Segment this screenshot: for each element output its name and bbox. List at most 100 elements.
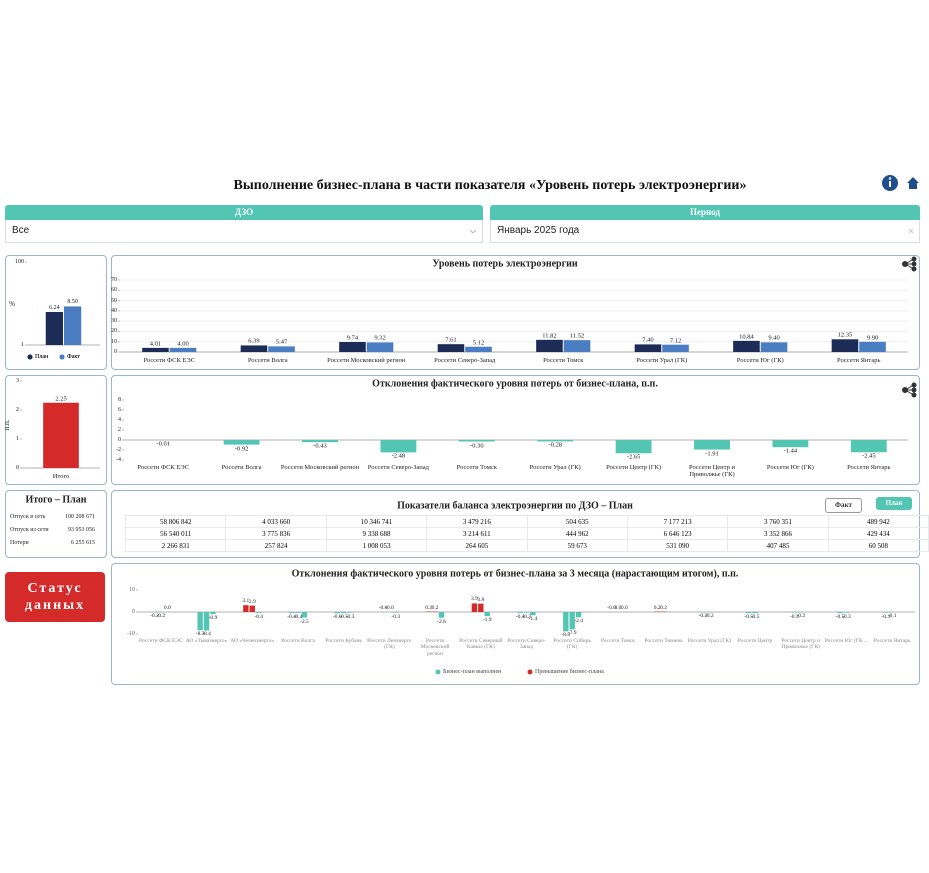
value-label: -2.5 [300, 618, 309, 625]
y-tick-label: -10 [127, 631, 135, 637]
value-label: -0.2 [156, 613, 166, 620]
bar [64, 306, 82, 345]
value-label: 5.47 [275, 338, 288, 346]
y-tick-label: 60 [111, 287, 117, 294]
value-label: -0.9 [208, 614, 218, 621]
value-label: -0.5 [744, 614, 753, 621]
chart-title: Уровень потерь электроэнергии [432, 258, 578, 270]
x-tick-label: Россети Урал (ГК) [687, 638, 731, 644]
y-axis-label: п.п. [3, 419, 11, 430]
value-label: 11.52 [569, 332, 585, 340]
bar [366, 342, 394, 352]
value-label: 6.24 [49, 304, 60, 311]
value-label: 4.01 [149, 340, 162, 348]
value-label: 0.0 [163, 605, 171, 611]
home-icon[interactable] [907, 177, 919, 189]
totals-value: 100 208 671 [65, 514, 95, 520]
value-label: -0.5 [750, 614, 760, 621]
bar [302, 440, 338, 443]
filter-dropdown[interactable]: Все [5, 220, 483, 243]
panel [111, 563, 920, 685]
x-tick-label: Итого [52, 473, 70, 480]
value-label: 7.40 [642, 336, 654, 344]
bar [831, 339, 859, 352]
table-cell: 407 485 [727, 539, 829, 552]
hierarchy-icon[interactable] [902, 256, 917, 272]
x-tick-label: АО «Тываэнерго» [185, 638, 228, 644]
value-label: -0.2 [796, 613, 806, 620]
x-tick-label: Россети Урал (ГК) [636, 357, 688, 364]
balance-title: Показатели баланса электроэнергии по ДЗО… [397, 500, 633, 512]
x-tick-label: Россети Московский регион [420, 638, 450, 657]
y-tick-label: 3 [16, 378, 19, 384]
value-label: -0.3 [345, 613, 355, 620]
y-tick-label: 10 [111, 338, 117, 345]
value-label: 4.00 [177, 340, 189, 348]
value-label: -0.5 [339, 614, 349, 621]
bar [255, 612, 262, 613]
bar [843, 612, 850, 613]
x-tick-label: Россети Центр и Приволжье (ГК) [689, 464, 735, 479]
value-label: -2.48 [391, 452, 406, 460]
bar [772, 440, 809, 448]
bar [484, 612, 490, 617]
value-label: -0.0 [378, 605, 388, 611]
value-label: 7.12 [669, 337, 682, 345]
bar [203, 612, 210, 631]
value-label: 9.32 [374, 334, 386, 342]
y-tick-label: 6 [118, 407, 121, 413]
value-label: -2.4 [574, 618, 583, 625]
y-tick-label: 2 [118, 427, 121, 433]
hierarchy-icon[interactable] [902, 382, 917, 398]
bar [537, 440, 574, 442]
y-tick-label: 0 [118, 437, 121, 443]
value-label: 8.50 [67, 299, 78, 306]
value-label: 9.90 [866, 334, 879, 342]
x-tick-label: АО «Чеченэнерго» [230, 638, 275, 644]
clear-icon [908, 228, 914, 234]
x-tick-label: Россети Ленэнерго (ГК) [367, 638, 412, 651]
value-label: -0.2 [150, 613, 159, 620]
bar [347, 612, 353, 613]
y-tick-label: -4 [116, 457, 121, 463]
fact-button[interactable]: Факт [825, 498, 862, 513]
value-label: -0.5 [835, 614, 845, 621]
bar [243, 605, 249, 612]
bar [45, 311, 63, 345]
x-tick-label: Россети Московский регион [327, 357, 406, 364]
table-row: 2 266 831 257 824 1 008 053 264 605 59 673 53… [124, 539, 929, 552]
info-icon[interactable] [882, 175, 898, 191]
value-label: 2.25 [55, 395, 67, 403]
x-tick-label: Россети Северо-Запад [367, 464, 429, 471]
value-label: -0.3 [391, 613, 401, 620]
y-tick-label: 30 [111, 318, 117, 325]
bar [662, 344, 689, 352]
status-button[interactable]: Статус данных [5, 572, 105, 622]
table-cell: 531 090 [626, 539, 729, 552]
x-tick-label: Россети Северный Кавказ (ГК) [459, 638, 503, 651]
filter-header: ДЗО [5, 205, 483, 220]
x-tick-label: Россети Тюмень [644, 638, 683, 644]
value-label: -0.01 [156, 440, 170, 448]
chart-title: Отклонения фактического уровня потерь от… [291, 568, 739, 580]
bar [240, 345, 268, 352]
value-label: -0.4 [515, 613, 525, 620]
plan-button[interactable]: План [876, 497, 912, 510]
filter-dropdown[interactable]: Январь 2025 года [490, 220, 920, 243]
x-tick-label: Россети ФСК ЕЭС [143, 357, 196, 364]
x-tick-label: Россети Волга [281, 638, 315, 644]
value-label: -7.9 [567, 630, 577, 637]
value-label: -1.44 [783, 447, 798, 455]
x-tick-label: Россети Центр (ГК) [606, 464, 661, 471]
y-tick-label: 0 [132, 609, 135, 615]
value-label: 0.2 [431, 604, 439, 611]
bar [334, 612, 340, 614]
panel [111, 375, 920, 485]
value-label: -2.6 [437, 618, 446, 625]
bar [223, 440, 260, 445]
y-tick-label: 1 [16, 436, 19, 442]
bar [569, 612, 575, 630]
value-label: 12.35 [837, 331, 853, 339]
bar [791, 612, 798, 613]
